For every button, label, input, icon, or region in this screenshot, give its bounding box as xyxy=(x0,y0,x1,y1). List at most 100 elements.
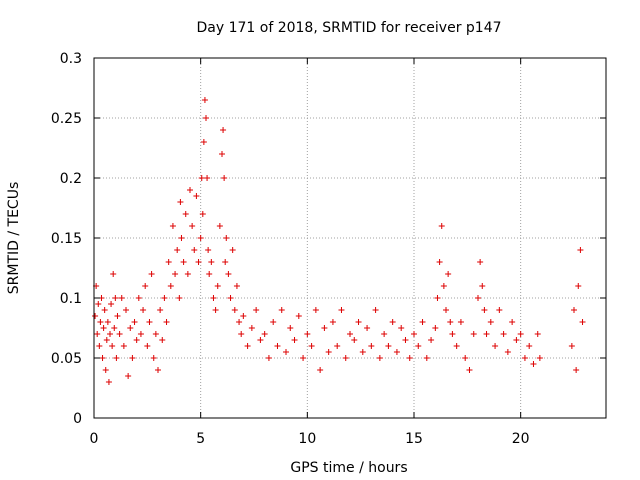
x-tick-label: 15 xyxy=(405,431,423,447)
data-point xyxy=(504,349,511,355)
data-point xyxy=(385,343,392,349)
data-point xyxy=(161,295,168,301)
data-point xyxy=(466,367,473,373)
data-point xyxy=(261,331,268,337)
data-point xyxy=(131,319,138,325)
data-point xyxy=(113,355,120,361)
data-point xyxy=(372,307,379,313)
data-point xyxy=(129,355,136,361)
data-point xyxy=(208,259,215,265)
data-point xyxy=(97,319,104,325)
data-point xyxy=(114,313,121,319)
y-tick-label: 0.15 xyxy=(51,231,82,247)
data-point xyxy=(517,331,524,337)
data-point xyxy=(317,367,324,373)
data-point xyxy=(176,295,183,301)
data-point xyxy=(579,319,586,325)
data-point xyxy=(92,313,99,319)
data-point xyxy=(509,319,516,325)
data-point xyxy=(334,343,341,349)
data-point xyxy=(184,271,191,277)
data-point xyxy=(225,271,232,277)
data-point xyxy=(205,247,212,253)
data-point xyxy=(291,337,298,343)
data-point xyxy=(107,331,113,337)
data-point xyxy=(231,307,238,313)
data-point xyxy=(180,259,187,265)
y-tick-label: 0 xyxy=(73,411,82,427)
data-point xyxy=(278,307,285,313)
data-point xyxy=(104,319,111,325)
data-point xyxy=(163,319,170,325)
data-point xyxy=(351,337,358,343)
data-point xyxy=(436,259,443,265)
data-point xyxy=(536,355,543,361)
data-point xyxy=(571,307,577,313)
data-point xyxy=(214,283,221,289)
data-point xyxy=(287,325,294,331)
data-point xyxy=(534,331,541,337)
data-point xyxy=(274,343,281,349)
data-point xyxy=(419,319,426,325)
data-point xyxy=(312,307,319,313)
data-point xyxy=(227,295,234,301)
data-point xyxy=(453,343,460,349)
data-point xyxy=(140,307,147,313)
data-point xyxy=(295,313,302,319)
data-point xyxy=(159,337,166,343)
data-point xyxy=(200,139,207,145)
data-point xyxy=(222,259,229,265)
data-point xyxy=(300,355,307,361)
data-point xyxy=(110,271,117,277)
data-point xyxy=(438,223,445,229)
data-point xyxy=(178,235,185,241)
data-point xyxy=(577,247,584,253)
data-point xyxy=(135,295,142,301)
data-point xyxy=(155,367,161,373)
data-point xyxy=(402,337,409,343)
data-point xyxy=(177,199,184,205)
data-point xyxy=(137,331,144,337)
data-point xyxy=(201,97,208,103)
data-point xyxy=(477,259,484,265)
data-point xyxy=(199,211,206,217)
data-point xyxy=(428,337,435,343)
data-point xyxy=(94,331,101,337)
data-point xyxy=(169,223,176,229)
data-point xyxy=(212,307,219,313)
data-point xyxy=(492,343,499,349)
data-point xyxy=(434,295,441,301)
data-point xyxy=(475,295,481,301)
data-point xyxy=(530,361,537,367)
data-point xyxy=(195,259,202,265)
x-tick-label: 10 xyxy=(298,431,316,447)
y-tick-label: 0.05 xyxy=(51,351,82,367)
data-point xyxy=(449,331,456,337)
data-point xyxy=(445,271,452,277)
data-point xyxy=(233,283,240,289)
data-point xyxy=(109,343,116,349)
data-point xyxy=(189,223,196,229)
data-point xyxy=(204,175,211,181)
data-point xyxy=(116,331,123,337)
data-point xyxy=(513,337,520,343)
x-tick-label: 5 xyxy=(196,431,205,447)
data-point xyxy=(216,223,223,229)
data-point xyxy=(253,307,260,313)
data-point xyxy=(100,325,107,331)
data-point xyxy=(112,295,119,301)
data-point xyxy=(146,319,153,325)
data-point xyxy=(443,307,449,313)
data-point xyxy=(342,355,349,361)
data-point xyxy=(381,331,388,337)
data-points xyxy=(92,97,586,385)
data-point xyxy=(123,307,129,313)
data-point xyxy=(521,355,528,361)
data-point xyxy=(389,319,396,325)
data-point xyxy=(406,355,413,361)
data-point xyxy=(304,331,311,337)
data-point xyxy=(500,331,507,337)
data-point xyxy=(142,283,149,289)
data-point xyxy=(265,355,272,361)
data-point xyxy=(440,283,447,289)
